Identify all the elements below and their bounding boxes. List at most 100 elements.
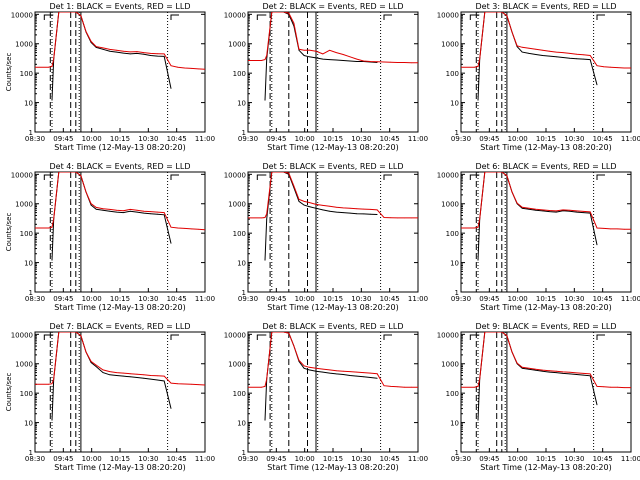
lld-data-point [48,227,49,229]
lld-data-point [484,172,486,173]
x-tick-label: 09:45 [266,295,286,303]
y-axis-label: Counts/sec [5,373,13,412]
time-bracket-mark [170,334,179,340]
x-tick-label: 10:45 [380,455,400,463]
y-tick-label: 10 [24,260,33,268]
y-tick-label: 10000 [11,171,33,179]
lld-data-point [58,172,60,173]
lld-data-point [630,228,631,230]
events-data-point [356,61,358,62]
lld-data-point [322,205,324,206]
lld-data-point [75,12,77,13]
lld-data-point [542,49,543,51]
lld-data-point [383,385,385,387]
x-tick-label: 08:30 [25,135,45,143]
x-tick-label: 09:45 [53,455,73,463]
lld-data-point [143,374,145,376]
lld-data-point [53,58,55,60]
lld-data-point [248,217,249,219]
events-data-point [170,243,172,244]
lld-data-point [109,371,111,372]
x-tick-label: 09:30 [238,135,258,143]
lld-data-point [157,53,158,55]
lld-data-point [336,52,337,53]
events-data-point [562,373,564,374]
lld-data-point [417,62,418,64]
y-tick-label: 1000 [441,201,459,209]
events-data-point [583,212,584,214]
y-tick-label: 1 [242,449,246,457]
x-tick-label: 09:30 [238,295,258,303]
lld-data-point [264,59,266,60]
lld-data-point [342,370,344,372]
lld-data-point [562,371,564,373]
events-data-point [116,375,117,376]
lld-data-point [204,384,205,386]
y-tick-label: 1 [455,129,459,137]
lld-data-point [102,47,104,49]
lld-data-point [475,386,477,388]
events-data-point [157,213,158,215]
lld-data-point [150,211,152,213]
events-data-point [129,376,131,378]
x-tick-label: 10:15 [323,135,343,143]
lld-data-point [479,58,481,60]
y-tick-label: 10 [237,420,246,428]
lld-data-point [383,217,385,218]
lld-data-point [191,383,192,385]
lld-data-point [617,386,618,388]
x-tick-label: 09:45 [266,455,286,463]
events-data-point [143,377,145,379]
lld-data-point [363,60,364,62]
events-data-point [528,208,530,210]
events-data-point [136,53,138,54]
plot-frame [34,171,206,293]
detector-panel-3: Det 3: BLACK = Events, RED = LLD 1 10 100 10… [437,2,640,152]
x-tick-label: 09:45 [53,135,73,143]
x-tick-label: 10:45 [167,455,187,463]
lld-data-point [308,49,310,51]
lld-data-point [363,208,364,210]
lld-series-line [35,12,205,70]
lld-data-point [271,12,273,13]
events-data-point [123,212,124,214]
x-tick-label: 10:15 [110,455,130,463]
y-tick-label: 10000 [437,11,459,19]
events-data-point [363,213,364,215]
lld-data-point [363,372,364,373]
lld-series-line [248,332,418,388]
events-data-point [51,259,53,261]
events-data-point [342,212,344,214]
events-data-point [322,209,324,211]
events-data-point [109,374,111,376]
events-data-point [477,259,479,261]
detector-panel-8: Det 8: BLACK = Events, RED = LLD 1 10 100 10… [224,322,428,472]
lld-data-point [610,386,611,388]
y-tick-label: 100 [446,230,459,238]
lld-data-point [603,228,605,229]
lld-data-point [288,332,290,334]
time-bracket-mark [383,334,392,340]
lld-data-point [271,172,273,173]
x-tick-label: 10:45 [167,295,187,303]
events-data-point [583,374,584,376]
events-data-point [569,373,571,375]
x-tick-label: 10:00 [295,135,315,143]
events-data-point [356,213,358,215]
lld-data-point [623,67,625,69]
events-data-point [163,56,165,57]
events-data-point [90,204,92,206]
events-data-point [264,419,266,421]
x-tick-label: 08:30 [25,295,45,303]
lld-data-point [404,217,405,219]
lld-data-point [569,209,571,211]
lld-data-point [496,12,498,13]
detector-panel-1: Det 1: BLACK = Events, RED = LLD 1 10 100 10… [5,2,215,152]
events-data-point [95,208,97,210]
lld-data-point [58,332,60,333]
lld-data-point [90,203,92,205]
events-data-point [370,213,371,215]
lld-data-point [95,46,97,47]
x-tick-label: 10:00 [508,455,528,463]
y-tick-label: 1 [29,289,33,297]
